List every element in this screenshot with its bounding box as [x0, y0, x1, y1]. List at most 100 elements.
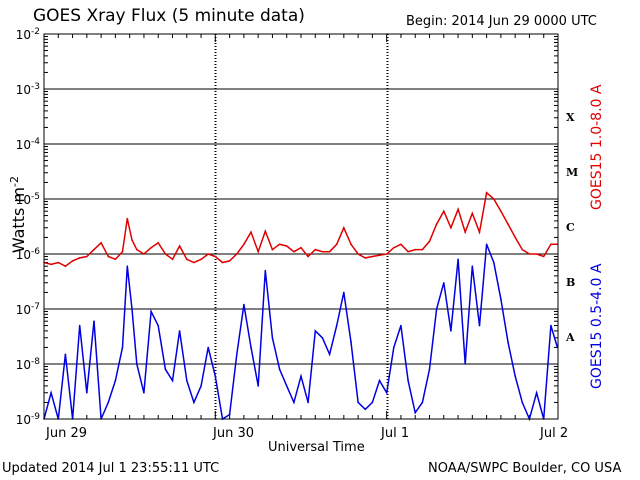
y-tick-base: 10: [15, 248, 32, 262]
series-0-point-20: [178, 245, 181, 247]
series-0-point-57: [443, 210, 445, 212]
series-0-point-8: [100, 242, 102, 244]
series-0-point-21: [186, 258, 188, 261]
y-tick-base: 10: [15, 358, 32, 372]
series-1-point-10: [114, 379, 117, 382]
series-0-point-47: [371, 255, 374, 258]
series-0-point-48: [378, 254, 381, 256]
series-0-point-6: [86, 255, 88, 258]
series-0-point-7: [93, 248, 95, 251]
series-1-point-35: [285, 385, 288, 387]
series-0-point-36: [293, 250, 295, 253]
series-0-point-9: [107, 255, 110, 258]
y-tick-exponent: -8: [31, 357, 40, 367]
series-0-point-4: [71, 260, 74, 262]
series-label-short: GOES15 0.5-4.0 A: [589, 263, 605, 389]
series-0-point-16: [150, 246, 152, 249]
series-0-point-12: [126, 217, 129, 220]
series-1-point-30: [250, 346, 252, 349]
series-0-point-24: [207, 253, 209, 255]
series-1-point-54: [421, 401, 424, 404]
series-1-point-5: [78, 324, 81, 327]
y-tick-label-2: 10-7: [12, 303, 40, 317]
series-0-point-63: [485, 191, 488, 194]
series-0-point-41: [328, 250, 331, 253]
y-tick-exponent: -9: [31, 412, 40, 422]
series-0-point-42: [335, 243, 338, 246]
series-1-point-31: [257, 385, 260, 387]
data-series: [43, 191, 559, 422]
y-tick-label-6: 10-3: [12, 83, 40, 97]
series-1-point-1: [50, 392, 52, 394]
series-0-point-53: [414, 248, 417, 251]
series-1-point-65: [500, 298, 502, 301]
series-0-point-58: [450, 227, 452, 229]
series-1-point-66: [507, 341, 509, 343]
series-0-point-64: [493, 198, 495, 200]
series-0-point-70: [535, 253, 538, 255]
series-1-point-38: [307, 401, 309, 404]
series-1-point-42: [335, 324, 338, 327]
series-0-point-69: [528, 253, 531, 255]
y-axis-label-exponent: -2: [7, 176, 21, 188]
y-tick-label-1: 10-8: [12, 357, 40, 372]
series-0-point-44: [350, 243, 352, 246]
series-0: [43, 191, 559, 268]
x-tick-label-jul2: Jul 2: [540, 426, 569, 441]
series-1-point-29: [243, 303, 245, 306]
series-0-point-59: [457, 208, 459, 211]
y-tick-exponent: -5: [31, 192, 40, 202]
series-1-point-12: [126, 265, 129, 268]
series-1-point-16: [150, 310, 152, 313]
series-1-point-9: [107, 401, 110, 404]
series-1-point-28: [236, 353, 238, 356]
series-1-point-64: [493, 261, 495, 264]
x-tick-label-jun30: Jun 30: [213, 426, 254, 441]
x-tick-marks: [43, 34, 559, 419]
series-0-point-60: [464, 231, 467, 233]
series-1-point-24: [207, 346, 209, 349]
series-1-point-68: [521, 401, 524, 404]
series-0-point-55: [428, 240, 431, 243]
series-1-point-62: [478, 324, 481, 327]
y-tick-label-4: 10-5: [12, 192, 40, 207]
series-label-long: GOES15 1.0-8.0 A: [589, 84, 605, 210]
series-1-point-14: [136, 363, 138, 365]
series-0-point-23: [200, 258, 202, 261]
series-1-point-47: [371, 401, 374, 404]
y-tick-label-3: 10-6: [12, 248, 40, 262]
series-1-point-34: [278, 368, 281, 371]
series-0-point-11: [121, 250, 124, 253]
y-tick-base: 10: [15, 83, 32, 97]
series-0-point-26: [221, 261, 224, 264]
flare-class-x: X: [566, 110, 575, 124]
series-0-point-54: [421, 248, 424, 251]
series-1-point-3: [64, 353, 67, 356]
series-1-point-18: [164, 368, 167, 371]
flare-class-m: M: [566, 165, 579, 179]
y-tick-label-0: 10-9: [12, 412, 40, 427]
series-1-point-58: [450, 330, 452, 332]
series-1-point-57: [443, 282, 445, 284]
series-0-point-45: [357, 253, 359, 255]
series-0-point-71: [542, 255, 545, 258]
series-0-point-25: [214, 255, 217, 258]
y-tick-exponent: -2: [31, 27, 40, 37]
series-1-point-50: [393, 346, 395, 349]
plot-frame: [43, 33, 559, 420]
series-0-point-72: [550, 243, 552, 246]
series-0-point-5: [78, 257, 81, 259]
series-0-point-22: [193, 261, 195, 264]
series-0-point-56: [435, 223, 438, 225]
y-tick-exponent: -4: [31, 137, 40, 147]
series-1-point-70: [535, 392, 538, 394]
series-line-1: [43, 244, 559, 422]
series-0-point-35: [285, 245, 288, 247]
series-0-point-40: [321, 250, 324, 253]
y-tick-base: 10: [15, 193, 32, 207]
series-1-point-23: [200, 385, 202, 387]
series-1-point-22: [193, 401, 195, 404]
series-1-point-53: [414, 411, 417, 414]
series-0-point-2: [57, 261, 60, 264]
